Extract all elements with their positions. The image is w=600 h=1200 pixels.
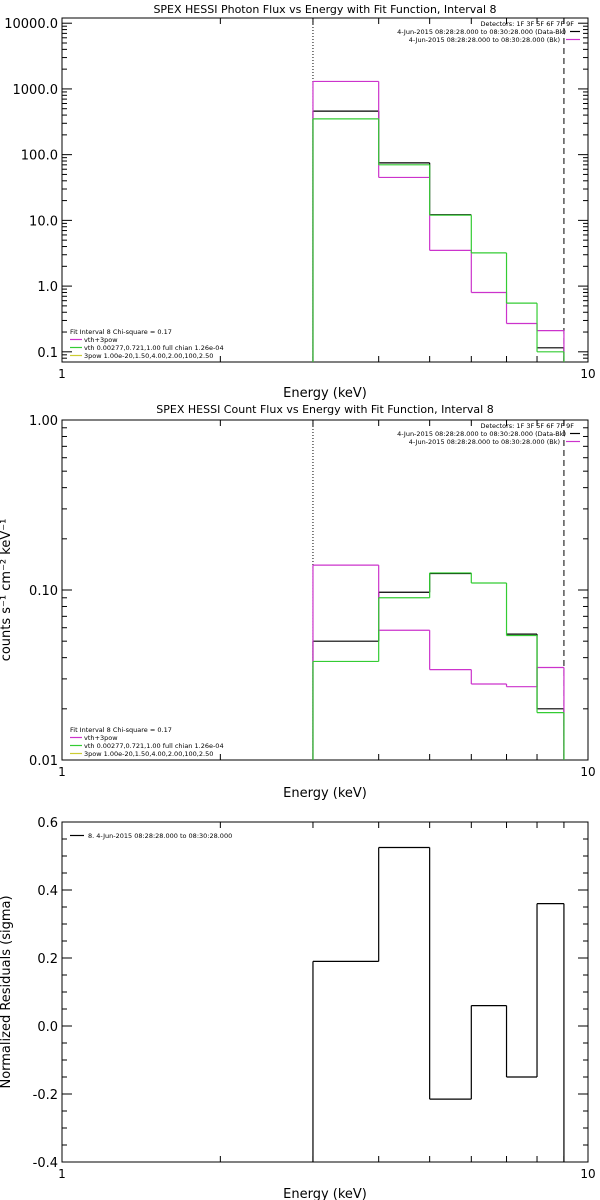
y-tick-label: 0.6 [37, 816, 58, 831]
x-tick-label: 1 [58, 367, 66, 381]
y-tick-label: 1.0 [37, 280, 58, 295]
chart-title: SPEX HESSI Photon Flux vs Energy with Fi… [153, 3, 496, 16]
x-tick-label: 1 [58, 1167, 66, 1181]
legend-entry-text: 3pow 1.00e-20,1.50,4.00,2.00,100,2.50 [84, 352, 213, 360]
x-tick-label: 10 [580, 1167, 595, 1181]
y-axis-label: counts s⁻¹ cm⁻² keV⁻¹ [0, 519, 14, 662]
legend-header: Fit Interval 8 Chi-square = 0.17 [70, 726, 172, 734]
legend-entry-text: 4-Jun-2015 08:28:28.000 to 08:30:28.000 … [409, 36, 560, 44]
y-tick-label: 1000.0 [13, 83, 59, 98]
series-fit-1 [312, 564, 565, 760]
series-data-0 [312, 110, 565, 362]
y-axis-label: Normalized Residuals (sigma) [0, 895, 14, 1088]
y-tick-label: 10.0 [29, 214, 58, 229]
residuals-chart: 1 10 -0.4 -0.2 0.0 0.2 0.4 0.6 Energy (keV) Norma… [0, 816, 596, 1200]
count-flux-chart: SPEX HESSI Count Flux vs Energy with Fit… [0, 403, 596, 800]
x-tick-label: 10 [580, 367, 595, 381]
legend-entry-text: vth 0.00277,0.721,1.00 full chian 1.26e-… [84, 742, 224, 750]
legend-header: Detectors: 1F 3F 5F 6F 7F 9F [480, 20, 574, 28]
y-tick-label: -0.4 [33, 1156, 58, 1171]
series-fit-2 [312, 118, 565, 362]
legend-entry-text: vth+3pow [84, 336, 118, 344]
x-tick-label: 1 [58, 765, 66, 779]
legend-entry-text: 4-Jun-2015 08:28:28.000 to 08:30:28.000 … [397, 430, 566, 438]
legend-entry-text: 3pow 1.00e-20,1.50,4.00,2.00,100,2.50 [84, 750, 213, 758]
series-fit-1 [312, 80, 565, 362]
legend-entry-text: 4-Jun-2015 08:28:28.000 to 08:30:28.000 … [409, 438, 560, 446]
y-tick-label: -0.2 [33, 1088, 58, 1103]
x-axis-label: Energy (keV) [283, 386, 367, 400]
y-tick-label: 1.00 [29, 414, 58, 429]
legend-header: Detectors: 1F 3F 5F 6F 7F 9F [480, 422, 574, 430]
x-axis-label: Energy (keV) [283, 1187, 367, 1200]
y-tick-label: 0.2 [37, 952, 58, 967]
legend-entry-text: 8. 4-Jun-2015 08:28:28.000 to 08:30:28.0… [88, 832, 232, 840]
legend-header: Fit Interval 8 Chi-square = 0.17 [70, 328, 172, 336]
series-fit-2 [312, 572, 565, 760]
chart-title: SPEX HESSI Count Flux vs Energy with Fit… [156, 403, 493, 416]
series-data-0 [312, 846, 565, 1162]
plot-frame [61, 17, 589, 363]
y-tick-label: 0.4 [37, 884, 58, 899]
photon-flux-chart: SPEX HESSI Photon Flux vs Energy with Fi… [4, 3, 595, 400]
legend-entry-text: vth+3pow [84, 734, 118, 742]
plot-frame [61, 821, 589, 1163]
series-data-0 [312, 572, 565, 760]
x-tick-label: 10 [580, 765, 595, 779]
legend-entry-text: vth 0.00277,0.721,1.00 full chian 1.26e-… [84, 344, 224, 352]
y-tick-label: 0.10 [29, 584, 58, 599]
y-tick-label: 10000.0 [4, 17, 58, 32]
y-tick-label: 100.0 [21, 149, 58, 164]
plot-frame [61, 419, 589, 761]
x-axis-label: Energy (keV) [283, 786, 367, 800]
y-tick-label: 0.1 [37, 346, 58, 361]
legend-entry-text: 4-Jun-2015 08:28:28.000 to 08:30:28.000 … [397, 28, 566, 36]
y-tick-label: 0.01 [29, 754, 58, 769]
y-tick-label: 0.0 [37, 1020, 58, 1035]
